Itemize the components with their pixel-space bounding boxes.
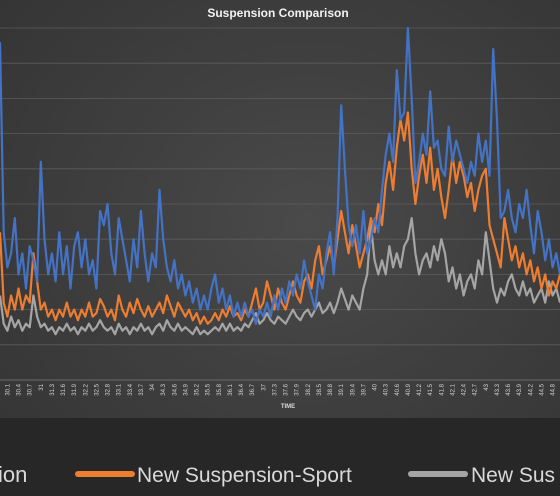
x-tick-label: 33.7 <box>139 383 145 395</box>
x-tick-label: 38.2 <box>306 383 312 395</box>
x-tick-label: 40.6 <box>395 383 401 395</box>
x-tick-label: 31.3 <box>50 383 56 395</box>
x-tick-label: 42.7 <box>473 383 479 395</box>
x-tick-label: 33.1 <box>117 383 123 395</box>
x-tick-label: 41.5 <box>428 383 434 395</box>
x-tick-label: 40.3 <box>384 383 390 395</box>
series-line-new-suspension-sport <box>0 111 560 325</box>
x-tick-label: 39.1 <box>339 383 345 395</box>
x-tick-label: 36.1 <box>228 383 234 395</box>
x-tick-label: 34.3 <box>161 383 167 395</box>
legend-label-new-suspension: ion <box>0 462 27 487</box>
series-line-new-suspension-comfort <box>0 217 560 336</box>
x-tick-label: 32.8 <box>106 383 112 395</box>
x-tick-label: 30.1 <box>5 383 11 395</box>
x-tick-label: 37.9 <box>295 383 301 395</box>
x-tick-label: 30.7 <box>28 383 34 395</box>
x-tick-label: 31.9 <box>72 383 78 395</box>
x-tick-label: 44.2 <box>528 383 534 395</box>
x-tick-label: 44.5 <box>539 383 545 395</box>
x-tick-label: 36.7 <box>250 383 256 395</box>
x-tick-label: 35.8 <box>217 383 223 395</box>
x-tick-label: 37.6 <box>284 383 290 395</box>
x-tick-label: 34.6 <box>172 383 178 395</box>
x-tick-label: 37.3 <box>272 383 278 395</box>
x-tick-label: 40.9 <box>406 383 412 395</box>
gridlines <box>0 27 560 381</box>
x-tick-label: 35.2 <box>195 383 201 395</box>
legend-label-comfort: New Sus <box>471 464 555 487</box>
legend: ion New Suspension-Sport New Sus <box>0 462 555 487</box>
x-tick-labels: 30.1 30.4 30.7 31 31.3 31.6 31.9 32.2 32.5 32.8 33… <box>5 383 556 395</box>
x-tick-label: 33.4 <box>128 383 134 395</box>
legend-label-sport: New Suspension-Sport <box>137 464 352 487</box>
series-line-new-suspension <box>0 26 560 325</box>
x-tick-label: 40 <box>373 383 379 390</box>
x-tick-label: 41.2 <box>417 383 423 395</box>
x-tick-label: 43.6 <box>506 383 512 395</box>
x-tick-label: 43.3 <box>495 383 501 395</box>
x-tick-label: 42.1 <box>450 383 456 395</box>
x-tick-label: 30.4 <box>17 383 23 395</box>
x-axis-title: TIME <box>281 404 295 410</box>
x-tick-label: 39.7 <box>361 383 367 395</box>
x-tick-label: 35.5 <box>206 383 212 395</box>
x-tick-label: 31.6 <box>61 383 67 395</box>
x-tick-label: 43.9 <box>517 383 523 395</box>
x-tick-label: 31 <box>39 383 45 390</box>
x-tick-label: 39.4 <box>350 383 356 395</box>
x-tick-label: 36.4 <box>239 383 245 395</box>
x-tick-label: 38.8 <box>328 383 334 395</box>
x-tick-label: 43 <box>484 383 490 390</box>
x-tick-label: 34 <box>150 383 156 390</box>
legend-band <box>0 418 560 496</box>
x-tick-label: 34.9 <box>183 383 189 395</box>
x-tick-label: 32.2 <box>83 383 89 395</box>
series-layer <box>0 26 560 336</box>
x-tick-label: 37 <box>261 383 267 390</box>
x-tick-label: 44.8 <box>551 383 557 395</box>
x-tick-label: 38.5 <box>317 383 323 395</box>
x-tick-label: 42.4 <box>462 383 468 395</box>
x-tick-label: 32.5 <box>94 383 100 395</box>
x-tick-label: 41.8 <box>439 383 445 395</box>
chart-title: Suspension Comparison <box>207 6 348 20</box>
